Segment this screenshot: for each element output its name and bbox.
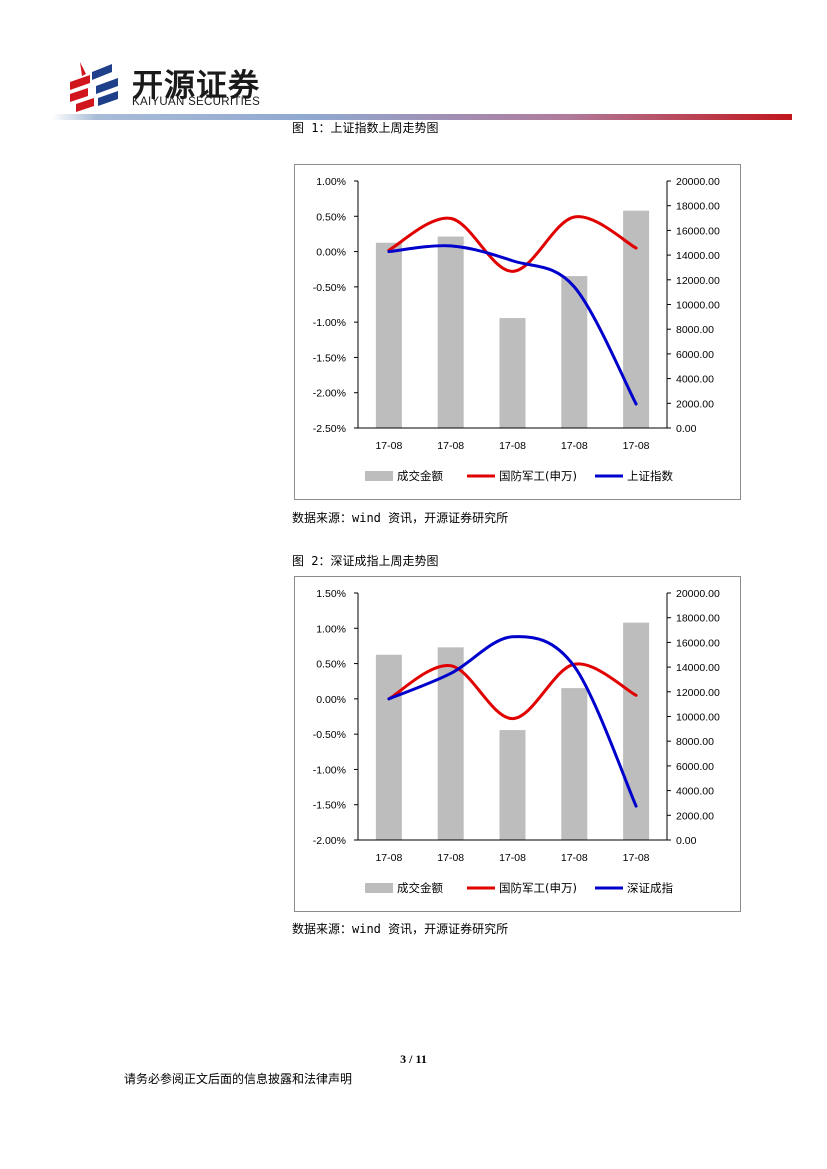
figure-1-chart: 1.00% 0.50% 0.00% -0.50% -1.00% -1.50% -2.00% -… [294,164,741,500]
x-tick-label: 17-08 [623,440,650,452]
right-tick-label: 0.00 [676,423,697,435]
legend-swatch-1 [365,883,393,893]
left-tick-label: -1.00% [313,317,346,329]
right-tick-label: 18000.00 [676,613,720,625]
right-tick-label: 16000.00 [676,225,720,237]
figure-2-chart: 1.50% 1.00% 0.50% 0.00% -0.50% -1.00% -1.50% -2… [294,576,741,912]
right-tick-label: 16000.00 [676,637,720,649]
left-tick-label: -2.00% [313,835,346,847]
left-tick-label: -1.50% [313,352,346,364]
x-tick-label: 17-08 [499,440,526,452]
x-tick-label: 17-08 [499,852,526,864]
right-tick-label: 0.00 [676,835,697,847]
left-tick-label: -0.50% [313,729,346,741]
figure-1-caption: 图 1：上证指数上周走势图 [292,121,439,135]
logo-text-english: KAIYUAN SECURITIES [132,96,261,108]
right-tick-label: 12000.00 [676,687,720,699]
legend-label-1: 成交金额 [397,469,443,483]
figure-1-source: 数据来源：wind 资讯，开源证券研究所 [292,511,509,525]
series-line-2 [387,244,638,406]
right-tick-label: 2000.00 [676,398,714,410]
left-tick-label: 1.00% [316,623,346,635]
left-tick-label: -2.00% [313,388,346,400]
bar-2 [437,236,464,428]
company-logo: 开源证券 KAIYUAN SECURITIES [68,58,268,114]
figure-1-svg: 1.00% 0.50% 0.00% -0.50% -1.00% -1.50% -2.00% -… [313,176,720,483]
x-tick-label: 17-08 [623,852,650,864]
right-tick-label: 4000.00 [676,786,714,798]
series-line-1 [387,662,638,721]
right-tick-label: 6000.00 [676,761,714,773]
figure-2-caption: 图 2：深证成指上周走势图 [292,554,439,568]
x-tick-label: 17-08 [375,852,402,864]
x-tick-label: 17-08 [561,852,588,864]
legend-swatch-1 [365,471,393,481]
right-tick-label: 14000.00 [676,662,720,674]
left-tick-label: 0.00% [316,694,346,706]
right-tick-label: 20000.00 [676,588,720,600]
x-tick-label: 17-08 [375,440,402,452]
right-tick-label: 12000.00 [676,275,720,287]
right-tick-label: 8000.00 [676,736,714,748]
figure-2-svg: 1.50% 1.00% 0.50% 0.00% -0.50% -1.00% -1.50% -2… [313,588,720,895]
page-number: 3 / 11 [400,1052,427,1066]
right-tick-label: 8000.00 [676,324,714,336]
legend-label-2: 国防军工(申万) [499,881,577,895]
bar-4 [561,688,588,840]
left-tick-label: 1.00% [316,176,346,188]
left-tick-label: -1.00% [313,764,346,776]
logo-mark-icon [70,62,118,112]
bar-1 [375,242,402,428]
right-tick-label: 10000.00 [676,712,720,724]
right-tick-label: 4000.00 [676,374,714,386]
right-tick-label: 18000.00 [676,201,720,213]
x-tick-label: 17-08 [437,440,464,452]
header-divider [52,114,792,120]
left-tick-label: 1.50% [316,588,346,600]
right-tick-label: 2000.00 [676,810,714,822]
left-tick-label: -0.50% [313,282,346,294]
bar-1 [375,654,402,840]
left-tick-label: -1.50% [313,800,346,812]
x-tick-label: 17-08 [437,852,464,864]
series-line-1 [387,215,638,273]
right-tick-label: 10000.00 [676,300,720,312]
right-tick-label: 14000.00 [676,250,720,262]
logo-text-chinese: 开源证券 [132,68,260,104]
legend-label-1: 成交金额 [397,881,443,895]
series-line-2 [387,635,638,808]
bar-3 [499,318,526,428]
left-tick-label: 0.00% [316,247,346,259]
bar-3 [499,730,526,840]
right-tick-label: 6000.00 [676,349,714,361]
left-tick-label: -2.50% [313,423,346,435]
legend-label-2: 国防军工(申万) [499,469,577,483]
bar-2 [437,647,464,840]
footer-disclaimer: 请务必参阅正文后面的信息披露和法律声明 [124,1072,353,1086]
x-tick-label: 17-08 [561,440,588,452]
left-tick-label: 0.50% [316,659,346,671]
legend-label-3: 上证指数 [627,469,673,483]
left-tick-label: 0.50% [316,211,346,223]
right-tick-label: 20000.00 [676,176,720,188]
figure-2-source: 数据来源：wind 资讯，开源证券研究所 [292,922,509,936]
legend-label-3: 深证成指 [627,881,673,895]
